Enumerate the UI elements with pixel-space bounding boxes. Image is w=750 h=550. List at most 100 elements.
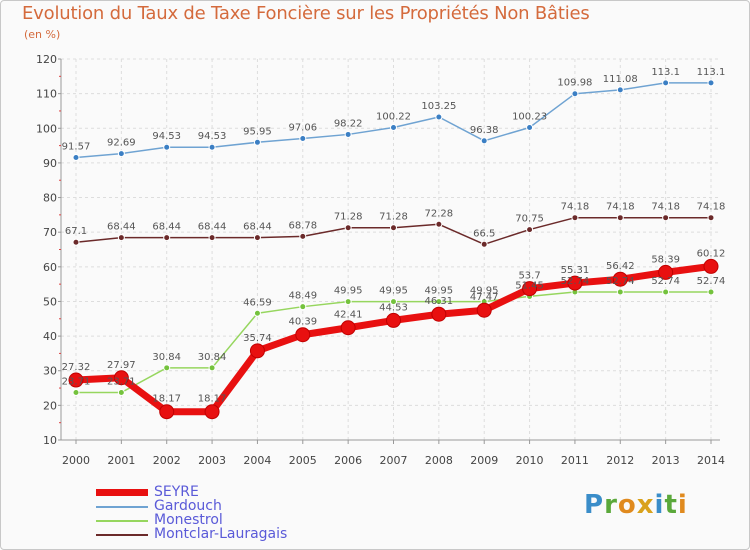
x-tick-label: 2009: [470, 454, 498, 467]
x-tick-label: 2004: [243, 454, 271, 467]
data-label: 44.53: [379, 302, 408, 313]
data-label: 56.42: [606, 261, 635, 272]
x-tick-label: 2007: [380, 454, 408, 467]
data-label: 68.44: [152, 222, 181, 233]
data-label: 52.74: [651, 276, 680, 287]
data-label: 18.17: [152, 394, 181, 405]
data-label: 49.95: [334, 286, 363, 297]
data-label: 74.18: [606, 202, 635, 213]
data-point: [435, 298, 443, 306]
data-label: 55.31: [561, 265, 590, 276]
data-point: [253, 309, 261, 317]
data-point: [707, 288, 715, 296]
brand-letter: x: [636, 490, 655, 520]
x-tick-label: 2002: [153, 454, 181, 467]
series-gardouch: [72, 79, 715, 161]
data-point: [295, 327, 311, 343]
data-point: [253, 138, 261, 146]
data-label: 72.28: [425, 208, 454, 219]
data-point: [658, 264, 674, 280]
data-point: [386, 312, 401, 328]
data-label: 27.97: [107, 360, 136, 371]
unit-label: (en %): [24, 28, 61, 41]
data-point: [159, 404, 175, 420]
data-label: 67.1: [65, 226, 87, 237]
data-point: [480, 240, 488, 248]
data-label: 103.25: [421, 101, 456, 112]
data-label: 46.31: [425, 296, 454, 307]
legend-label: Montclar-Lauragais: [154, 526, 288, 542]
legend-swatch: [96, 534, 148, 536]
x-tick-label: 2014: [697, 454, 725, 467]
data-point: [204, 404, 220, 420]
data-label: 109.98: [557, 78, 592, 89]
data-label: 111.08: [603, 74, 638, 85]
data-label: 58.39: [651, 254, 680, 265]
legend-label: Gardouch: [154, 498, 222, 514]
series-montclar-lauragais: [72, 214, 715, 248]
data-label: 113.1: [651, 67, 680, 78]
data-label: 68.44: [243, 222, 272, 233]
brand-letter: o: [617, 490, 637, 520]
data-label: 70.75: [515, 214, 544, 225]
data-label: 100.23: [512, 111, 547, 122]
data-point: [72, 238, 80, 246]
data-point: [208, 234, 216, 242]
data-point: [340, 320, 356, 336]
data-point: [117, 150, 125, 158]
data-label: 97.06: [288, 122, 317, 133]
legend-swatch: [96, 506, 148, 508]
data-point: [344, 224, 352, 232]
data-label: 74.18: [651, 202, 680, 213]
data-point: [299, 134, 307, 142]
data-point: [522, 281, 538, 297]
data-label: 95.95: [243, 126, 272, 137]
data-label: 74.18: [697, 202, 726, 213]
data-point: [163, 143, 171, 151]
data-label: 35.74: [243, 333, 272, 344]
y-tick-label: 90: [43, 157, 57, 170]
chart-title: Evolution du Taux de Taxe Foncière sur l…: [22, 3, 590, 24]
brand-letter: t: [664, 490, 678, 520]
y-tick-label: 70: [43, 226, 57, 239]
y-tick-label: 100: [36, 122, 57, 135]
data-point: [390, 224, 397, 232]
data-point: [299, 303, 307, 311]
data-label: 68.44: [198, 222, 227, 233]
legend-swatch: [96, 489, 148, 496]
data-label: 18.17: [198, 394, 227, 405]
data-point: [72, 153, 80, 161]
y-tick-label: 10: [43, 434, 57, 447]
data-label: 71.28: [379, 212, 408, 223]
y-tick-label: 50: [43, 295, 57, 308]
data-point: [344, 130, 352, 138]
data-point: [612, 271, 628, 287]
data-point: [117, 234, 125, 242]
data-label: 92.69: [107, 138, 136, 149]
brand-letter: r: [604, 490, 618, 520]
x-tick-label: 2000: [62, 454, 90, 467]
data-point: [662, 214, 670, 222]
y-tick-label: 30: [43, 365, 57, 378]
data-label: 48.49: [288, 291, 317, 302]
data-label: 74.18: [561, 202, 590, 213]
data-point: [431, 306, 447, 322]
y-tick-label: 40: [43, 330, 57, 343]
y-tick-label: 80: [43, 192, 57, 205]
data-point: [480, 137, 488, 145]
axes: 10 20 30 40 50 60 70 80 90 100 110 120 2000 2001 2002 2…: [36, 53, 725, 467]
legend-label: SEYRE: [154, 484, 199, 500]
data-point: [208, 143, 216, 151]
y-tick-label: 110: [36, 88, 57, 101]
data-label: 27.32: [62, 362, 91, 373]
data-label: 30.84: [198, 352, 227, 363]
data-label: 52.74: [697, 276, 726, 287]
data-point: [616, 86, 624, 94]
data-point: [707, 79, 715, 87]
data-point: [567, 275, 583, 291]
data-point: [435, 113, 443, 121]
data-label: 53.7: [518, 271, 540, 282]
data-label: 23.71: [107, 377, 136, 388]
data-point: [571, 90, 579, 98]
x-tick-label: 2013: [652, 454, 680, 467]
